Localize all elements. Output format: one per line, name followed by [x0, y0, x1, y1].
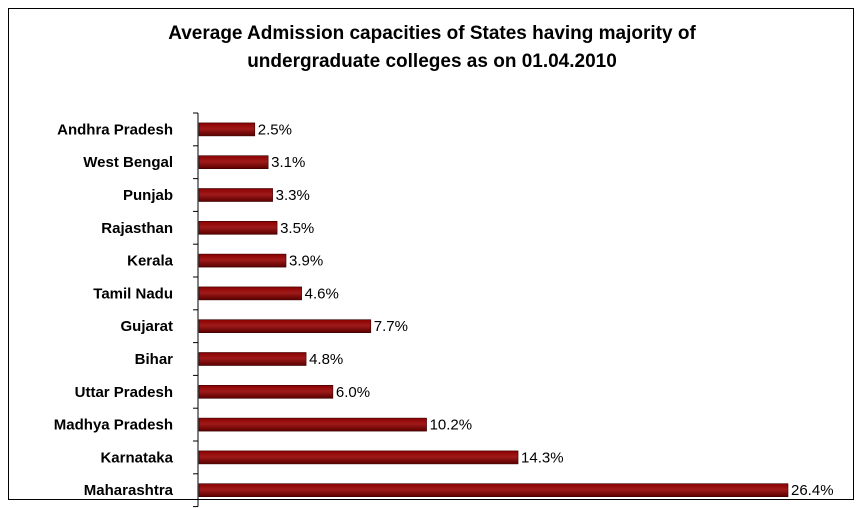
- bar: [198, 384, 334, 399]
- value-label: 3.5%: [280, 220, 314, 237]
- category-label: Karnataka: [100, 449, 173, 466]
- value-label: 2.5%: [258, 121, 292, 138]
- value-label: 14.3%: [521, 449, 564, 466]
- bar: [198, 286, 302, 301]
- chart-frame: [8, 8, 854, 500]
- category-label: Uttar Pradesh: [75, 384, 173, 401]
- chart-title-line-2: undergraduate colleges as on 01.04.2010: [247, 51, 617, 72]
- bar: [198, 253, 287, 268]
- category-label: Bihar: [135, 351, 174, 368]
- bar: [198, 450, 519, 465]
- category-label: Punjab: [123, 187, 173, 204]
- bar: [198, 483, 789, 498]
- bar: [198, 188, 273, 202]
- value-label: 4.8%: [309, 351, 343, 368]
- value-label: 6.0%: [336, 384, 370, 401]
- bar: [198, 417, 427, 432]
- category-label: Maharashtra: [84, 482, 174, 499]
- bar: [198, 319, 372, 334]
- value-label: 7.7%: [374, 318, 408, 335]
- bar: [198, 352, 307, 366]
- category-label: Tamil Nadu: [93, 285, 173, 302]
- chart-title-line-1: Average Admission capacities of States h…: [168, 23, 696, 44]
- category-label: Rajasthan: [101, 220, 173, 237]
- value-label: 3.9%: [289, 253, 323, 270]
- bar: [198, 155, 269, 169]
- value-label: 10.2%: [430, 417, 473, 434]
- chart-title: Average Admission capacities of States h…: [0, 20, 864, 76]
- category-label: Andhra Pradesh: [57, 121, 173, 138]
- category-label: Kerala: [127, 253, 174, 270]
- category-label: West Bengal: [83, 154, 173, 171]
- value-label: 3.1%: [271, 154, 305, 171]
- value-label: 3.3%: [276, 187, 310, 204]
- bar: [198, 122, 256, 137]
- category-label: Madhya Pradesh: [54, 417, 173, 434]
- category-label: Gujarat: [120, 318, 173, 335]
- value-label: 4.6%: [305, 285, 339, 302]
- bar: [198, 221, 278, 235]
- value-label: 26.4%: [791, 482, 834, 499]
